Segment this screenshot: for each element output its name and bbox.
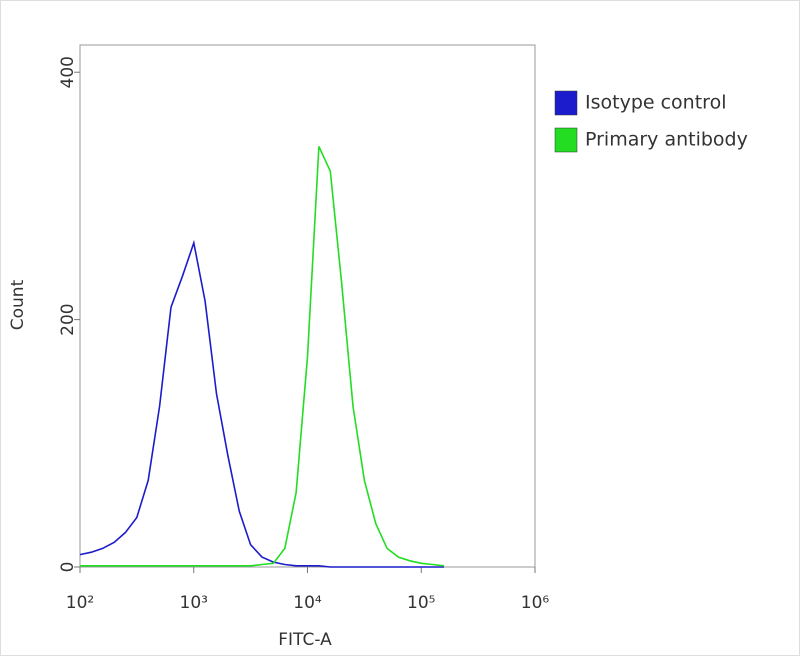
legend-swatch	[554, 90, 578, 116]
x-tick-label: 10⁶	[521, 593, 550, 613]
series-line	[80, 146, 445, 567]
y-tick-label: 400	[58, 56, 78, 88]
x-axis-label: FITC-A	[278, 630, 332, 650]
legend-label: Isotype control	[585, 92, 726, 114]
x-tick-label: 10⁵	[407, 593, 435, 613]
y-tick-label: 200	[58, 303, 78, 335]
x-tick-label: 10³	[180, 593, 208, 613]
series-line	[79, 239, 444, 568]
x-tick-label: 10²	[66, 593, 94, 613]
y-tick-label: 0	[58, 562, 78, 573]
legend-swatch	[554, 127, 578, 153]
x-tick-label: 10⁴	[293, 593, 322, 613]
legend-label: Primary antibody	[585, 129, 748, 151]
y-axis-label: Count	[8, 279, 28, 330]
